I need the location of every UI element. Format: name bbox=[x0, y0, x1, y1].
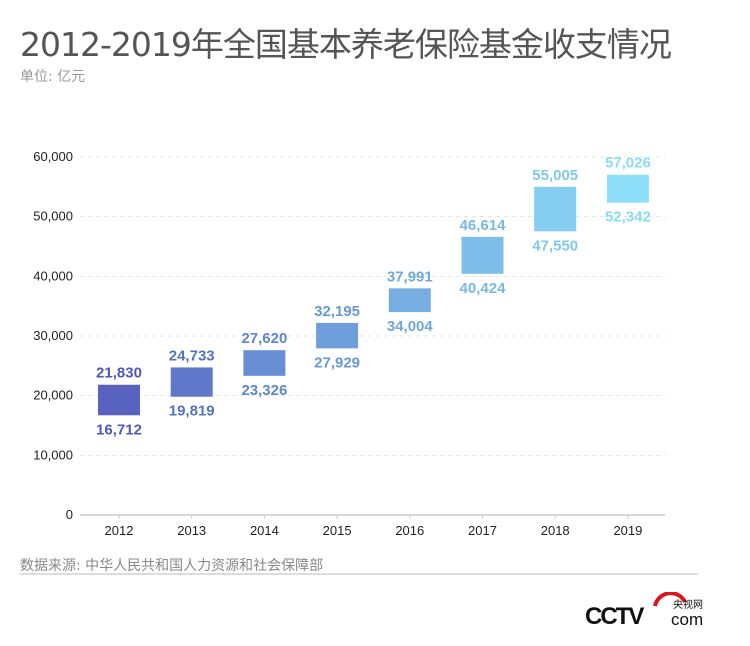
expenditure-label: 40,424 bbox=[460, 280, 507, 297]
income-label: 32,195 bbox=[314, 303, 360, 320]
svg-text:央视网: 央视网 bbox=[673, 598, 703, 611]
range-bar-2019 bbox=[606, 174, 649, 203]
expenditure-label: 52,342 bbox=[605, 209, 651, 226]
x-tick-label: 2012 bbox=[105, 523, 134, 538]
y-tick-label: 20,000 bbox=[33, 388, 73, 403]
income-label: 21,830 bbox=[96, 365, 142, 382]
expenditure-label: 19,819 bbox=[169, 403, 215, 420]
svg-text:com: com bbox=[671, 610, 703, 629]
income-label: 46,614 bbox=[460, 217, 507, 234]
divider bbox=[20, 573, 698, 575]
expenditure-label: 16,712 bbox=[96, 421, 142, 438]
x-tick-label: 2019 bbox=[613, 523, 642, 538]
chart-title: 2012-2019年全国基本养老保险基金收支情况 bbox=[20, 25, 672, 64]
income-label: 57,026 bbox=[605, 155, 651, 172]
x-tick-label: 2016 bbox=[395, 523, 424, 538]
range-bar-2017 bbox=[461, 236, 504, 274]
income-label: 27,620 bbox=[241, 330, 287, 347]
range-bar-2012 bbox=[98, 384, 140, 416]
x-tick-label: 2018 bbox=[541, 523, 570, 538]
range-bar-2015 bbox=[316, 322, 359, 349]
cctv-logo: CCTV 央视网 com bbox=[585, 592, 703, 630]
x-tick-label: 2015 bbox=[323, 523, 352, 538]
unit-label: 单位: 亿元 bbox=[20, 69, 86, 85]
income-label: 37,991 bbox=[387, 268, 433, 285]
y-tick-label: 0 bbox=[66, 507, 73, 522]
range-bar-2013 bbox=[170, 367, 213, 397]
y-tick-label: 40,000 bbox=[33, 268, 73, 283]
x-tick-label: 2017 bbox=[468, 523, 497, 538]
income-label: 24,733 bbox=[169, 347, 215, 364]
expenditure-label: 27,929 bbox=[314, 354, 360, 371]
expenditure-label: 34,004 bbox=[387, 318, 434, 335]
x-tick-label: 2013 bbox=[177, 523, 206, 538]
data-source: 数据来源: 中华人民共和国人力资源和社会保障部 bbox=[20, 558, 324, 574]
x-tick-label: 2014 bbox=[250, 523, 279, 538]
y-tick-label: 50,000 bbox=[33, 209, 73, 224]
y-tick-label: 30,000 bbox=[33, 328, 73, 343]
range-bar-2016 bbox=[388, 288, 431, 313]
y-tick-label: 60,000 bbox=[33, 149, 73, 164]
svg-text:CCTV: CCTV bbox=[585, 603, 644, 630]
y-tick-label: 10,000 bbox=[33, 447, 73, 462]
range-bar-2014 bbox=[243, 350, 286, 376]
range-bar-2018 bbox=[534, 186, 577, 232]
expenditure-label: 23,326 bbox=[241, 382, 287, 399]
income-label: 55,005 bbox=[532, 167, 578, 184]
expenditure-label: 47,550 bbox=[532, 237, 578, 254]
